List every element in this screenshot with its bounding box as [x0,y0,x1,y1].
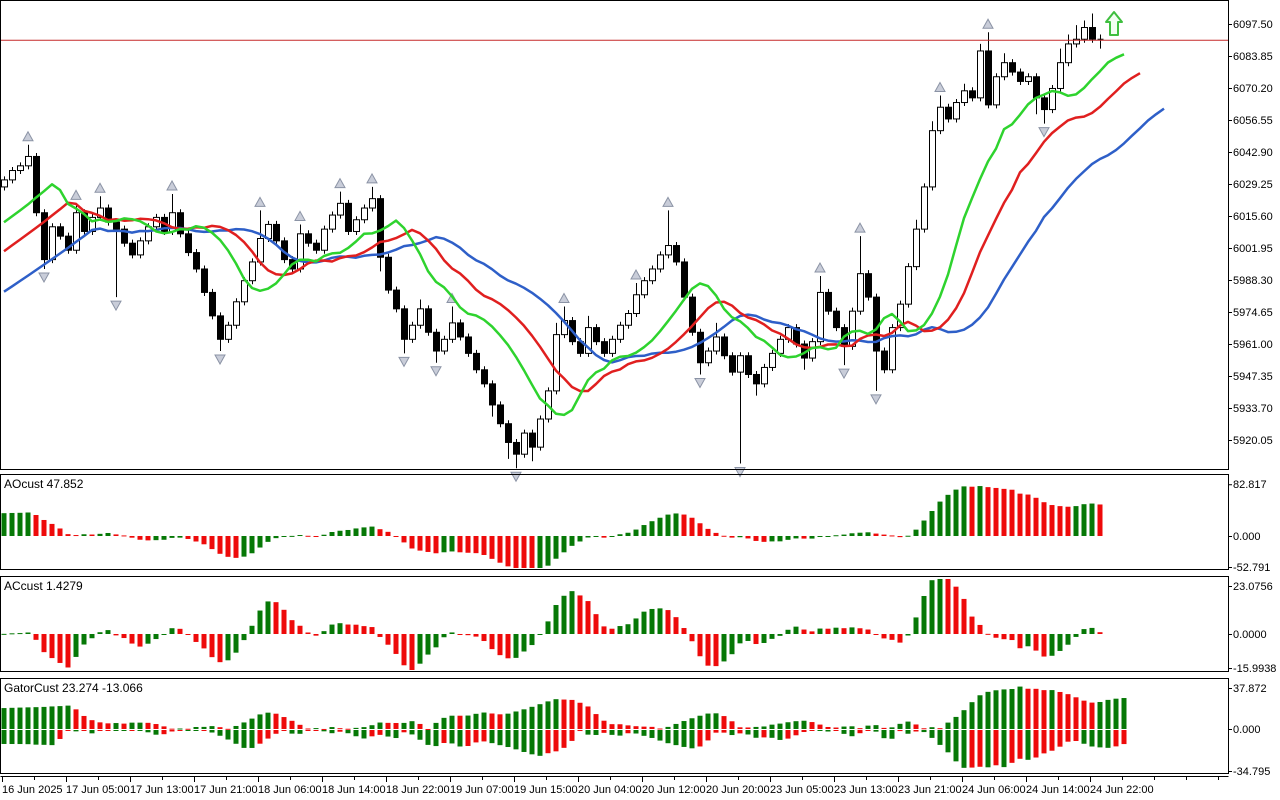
svg-text:23 Jun 05:00: 23 Jun 05:00 [770,784,834,796]
svg-text:24 Jun 14:00: 24 Jun 14:00 [1026,784,1090,796]
fractal-down-icon [110,300,122,312]
svg-text:5988.30: 5988.30 [1233,275,1273,287]
fractal-down-icon [38,272,50,284]
fractal-down-icon [838,368,850,380]
alligator-jaw-line [3,107,1165,364]
fractal-up-icon [254,196,266,207]
svg-text:23 Jun 13:00: 23 Jun 13:00 [834,784,898,796]
svg-text:24 Jun 22:00: 24 Jun 22:00 [1090,784,1154,796]
svg-text:6042.90: 6042.90 [1233,147,1273,159]
svg-text:-15.9938: -15.9938 [1233,663,1276,675]
time-axis[interactable]: 16 Jun 2025 17 Jun 05:00 17 Jun 13:00 17 Ju… [2,777,1219,796]
svg-text:5920.05: 5920.05 [1233,435,1273,447]
svg-text:19 Jun 15:00: 19 Jun 15:00 [514,784,578,796]
svg-text:6056.55: 6056.55 [1233,115,1273,127]
fractal-up-icon [814,261,826,273]
svg-text:37.872: 37.872 [1233,683,1267,695]
fractal-down-icon [870,394,882,405]
fractal-up-icon [166,179,178,191]
fractal-up-icon [22,130,34,142]
svg-text:23 Jun 21:00: 23 Jun 21:00 [898,784,962,796]
fractal-up-icon [294,210,306,221]
price-axis[interactable]: 6097.50 6083.85 6070.20 6056.55 6042.90 6029.… [1228,19,1276,778]
svg-text:17 Jun 13:00: 17 Jun 13:00 [130,784,194,796]
svg-text:17 Jun 21:00: 17 Jun 21:00 [194,784,258,796]
fractal-up-icon [854,222,866,233]
svg-text:20 Jun 04:00: 20 Jun 04:00 [578,784,642,796]
svg-text:20 Jun 20:00: 20 Jun 20:00 [706,784,770,796]
svg-text:5961.00: 5961.00 [1233,339,1273,351]
svg-text:19 Jun 07:00: 19 Jun 07:00 [450,784,514,796]
fractal-down-icon [214,354,226,366]
svg-text:20 Jun 12:00: 20 Jun 12:00 [642,784,706,796]
gator-indicator-label: GatorCust 23.274 -13.066 [4,681,143,695]
main-chart-pane[interactable] [0,0,1228,470]
svg-text:5947.35: 5947.35 [1233,371,1273,383]
svg-text:6015.60: 6015.60 [1233,211,1273,223]
svg-text:-34.795: -34.795 [1233,766,1270,778]
fractal-up-icon [662,196,674,207]
svg-text:5974.65: 5974.65 [1233,307,1273,319]
svg-text:6097.50: 6097.50 [1233,19,1273,31]
svg-text:6083.85: 6083.85 [1233,51,1273,63]
fractal-down-icon [398,356,410,368]
svg-text:16 Jun 2025: 16 Jun 2025 [2,784,63,796]
svg-text:17 Jun 05:00: 17 Jun 05:00 [66,784,130,796]
svg-text:18 Jun 14:00: 18 Jun 14:00 [322,784,386,796]
fractal-up-icon [366,172,378,184]
svg-text:6070.20: 6070.20 [1233,83,1273,95]
svg-text:0.000: 0.000 [1233,724,1261,736]
svg-text:6001.95: 6001.95 [1233,243,1273,255]
fractal-up-icon [630,269,642,280]
gator-histogram [1,686,1127,768]
svg-text:0.000: 0.000 [1233,531,1261,543]
ac-histogram [1,579,1103,670]
ao-pane[interactable] [0,474,1228,570]
ac-pane[interactable] [0,576,1228,672]
fractal-down-icon [1038,127,1050,138]
svg-text:-52.791: -52.791 [1233,562,1270,574]
fractal-up-icon [982,18,994,29]
ao-histogram [1,486,1103,568]
fractal-up-icon [334,177,346,189]
alligator-lips-line [3,53,1125,417]
fractal-down-icon [430,366,442,377]
svg-text:82.817: 82.817 [1233,479,1267,491]
svg-text:6029.25: 6029.25 [1233,179,1273,191]
ao-indicator-label: AOcust 47.852 [4,477,84,491]
svg-text:23.0756: 23.0756 [1233,581,1273,593]
svg-text:18 Jun 22:00: 18 Jun 22:00 [386,784,450,796]
buy-signal-arrow-icon [1105,11,1123,36]
fractal-up-icon [934,81,946,93]
ac-indicator-label: ACcust 1.4279 [4,579,83,593]
fractal-up-icon [558,292,570,303]
fractal-up-icon [70,189,82,200]
svg-text:0.0000: 0.0000 [1233,629,1267,641]
svg-text:24 Jun 06:00: 24 Jun 06:00 [962,784,1026,796]
fractal-up-icon [94,182,106,193]
fractal-down-icon [694,377,706,389]
svg-text:5933.70: 5933.70 [1233,403,1273,415]
current-price-badge: 6090.58 [1232,34,1272,46]
svg-text:18 Jun 06:00: 18 Jun 06:00 [258,784,322,796]
